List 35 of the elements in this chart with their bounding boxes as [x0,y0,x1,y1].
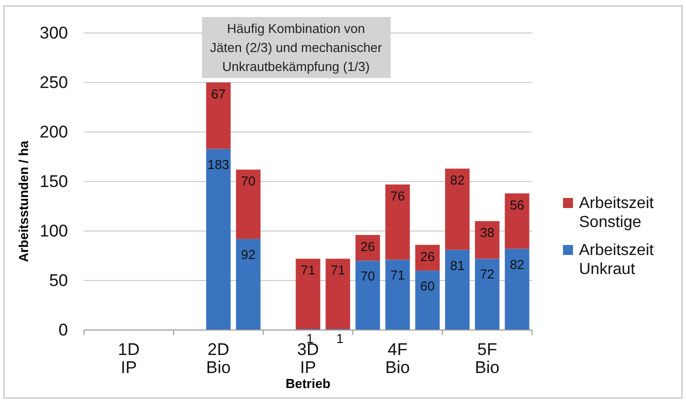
legend-label: Arbeitszeit Unkraut [579,242,654,278]
y-axis-title: Arbeitsstunden / ha [16,140,31,262]
data-label: 56 [510,197,524,212]
data-label: 70 [360,268,375,284]
data-label: 67 [211,86,226,102]
data-label: 82 [450,172,465,188]
x-tick-label: 4F Bio [385,340,410,377]
data-label: 71 [330,262,346,278]
x-axis-title: Betrieb [286,376,330,391]
data-label: 71 [390,268,405,283]
y-tick-label: 150 [40,172,68,191]
data-label: 1 [336,331,344,346]
data-label: 81 [450,258,465,273]
y-tick-label: 250 [40,72,68,92]
data-label: 82 [510,256,524,272]
annotation: Häufig Kombination von Jäten (2/3) und mechanischer Unkrautbekämpfung (1/3) [210,21,383,74]
data-label: 60 [420,278,435,294]
y-tick-label: 50 [49,270,68,290]
data-label: 26 [360,238,375,254]
data-label: 72 [480,266,494,282]
x-tick-label: 5F Bio [474,340,500,377]
data-label: 26 [420,248,435,264]
y-tick-label: 200 [40,122,68,142]
x-tick-label: 2D Bio [206,340,231,377]
y-tick-label: 100 [40,221,68,240]
legend-label: Arbeitszeit Sonstige [579,195,654,231]
data-label: 183 [208,156,230,172]
y-tick-label: 300 [40,23,68,42]
data-label: 71 [300,262,316,278]
data-label: 92 [241,246,256,262]
data-label: 70 [241,174,256,189]
data-label: 76 [390,188,405,204]
y-tick-label: 0 [58,320,68,340]
x-tick-label: 1D IP [118,340,140,377]
data-label: 38 [480,225,494,240]
